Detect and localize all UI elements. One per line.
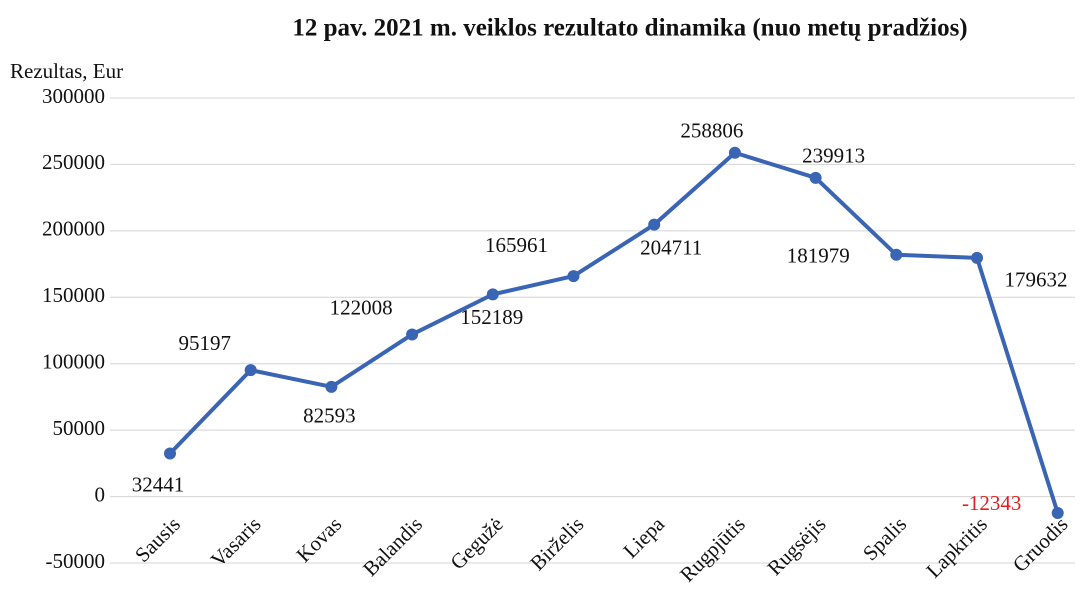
data-label: 181979: [787, 244, 850, 268]
x-tick-label: Balandis: [358, 512, 427, 581]
data-label: -12343: [962, 491, 1022, 515]
y-tick-label: 150000: [42, 283, 105, 307]
chart-title: 12 pav. 2021 m. veiklos rezultato dinami…: [292, 15, 967, 42]
y-tick-label: -50000: [46, 549, 106, 573]
data-label: 32441: [132, 472, 185, 496]
point: [325, 380, 338, 393]
data-label: 82593: [303, 404, 356, 428]
x-tick-label: Spalis: [858, 512, 911, 565]
data-label: 122008: [330, 295, 393, 319]
data-label: 165961: [485, 233, 548, 257]
point: [406, 328, 419, 341]
y-tick-label: 300000: [42, 84, 105, 108]
x-tick-label: Rugpjūtis: [675, 512, 750, 587]
point: [971, 251, 983, 264]
point: [486, 288, 499, 301]
data-label: 239913: [802, 144, 865, 168]
data-label: 258806: [680, 119, 743, 143]
x-tick-label: Sausis: [130, 512, 185, 567]
line: [168, 150, 1060, 514]
x-tick-label: Rugsėjis: [762, 512, 830, 580]
point: [164, 447, 176, 460]
point: [809, 171, 822, 184]
x-tick-label: Gegužė: [445, 512, 507, 574]
point: [728, 146, 741, 159]
point: [1051, 506, 1064, 519]
point: [567, 270, 580, 283]
y-tick-label: 100000: [42, 350, 105, 374]
x-tick-label: Birželis: [525, 512, 588, 575]
x-tick-label: Liepa: [618, 511, 669, 562]
x-tick-label: Lapkritis: [921, 512, 992, 583]
data-label: 95197: [178, 331, 231, 355]
point: [890, 248, 903, 261]
x-tick-label: Gruodis: [1008, 512, 1073, 577]
point: [244, 364, 257, 377]
x-tick-label: Kovas: [291, 512, 346, 567]
y-tick-label: 0: [95, 482, 106, 506]
data-label: 179632: [1005, 268, 1068, 292]
data-label: 204711: [640, 235, 702, 259]
point: [648, 218, 661, 231]
y-tick-label: 200000: [42, 217, 105, 241]
y-tick-label: 250000: [42, 150, 105, 174]
data-label: 152189: [460, 305, 523, 329]
y-axis-title: Rezultas, Eur: [10, 59, 123, 83]
y-tick-label: 50000: [53, 416, 106, 440]
